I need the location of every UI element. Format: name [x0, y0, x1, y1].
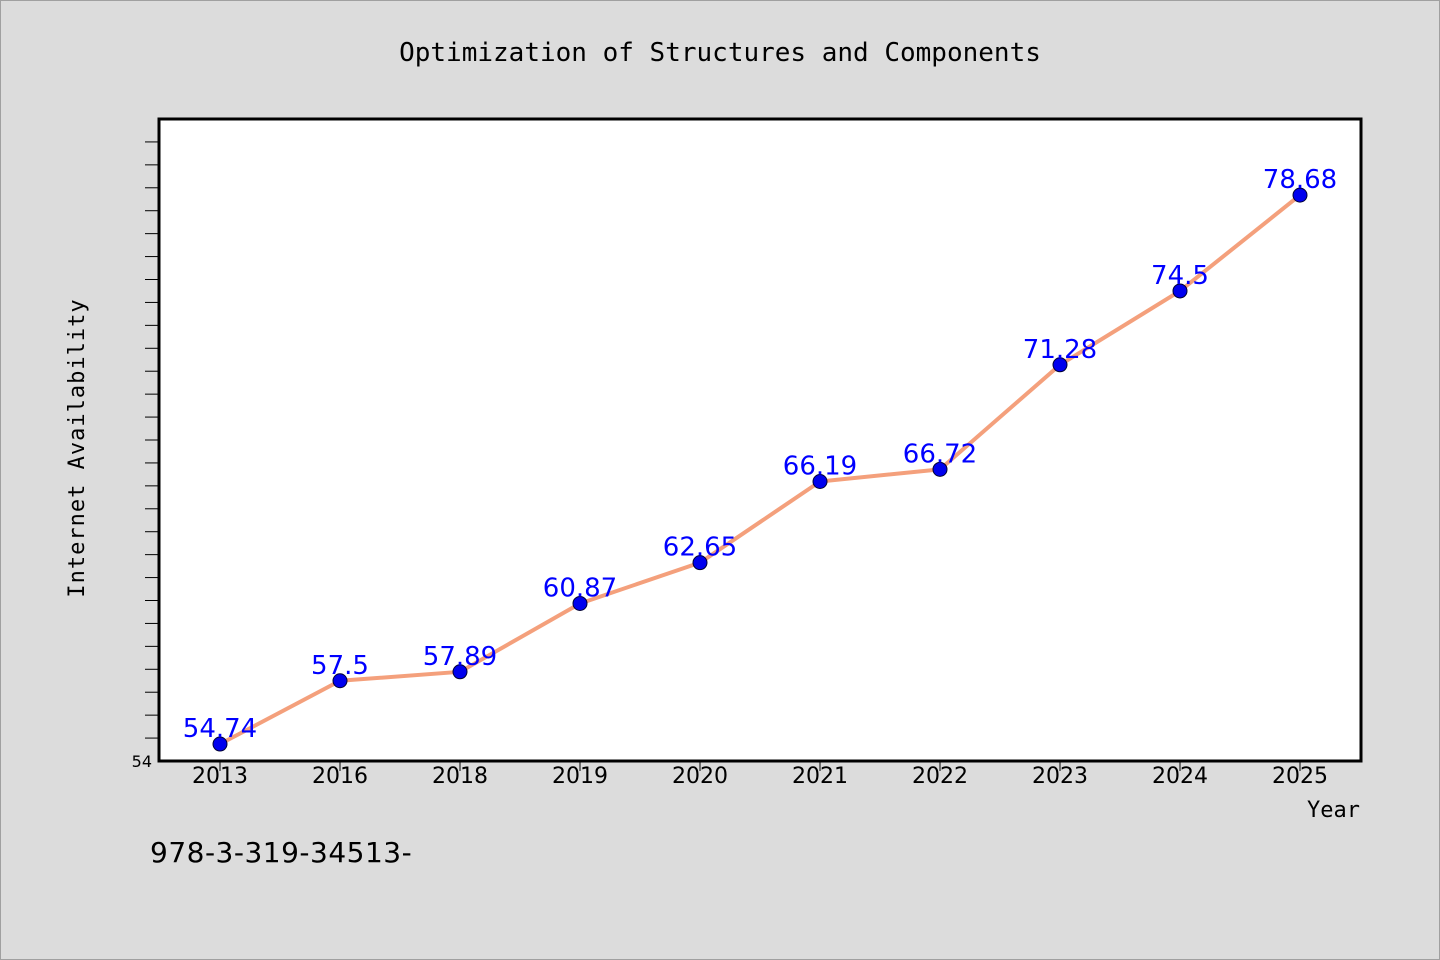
data-label: 74.5: [1151, 261, 1209, 291]
plot-area: [157, 117, 1363, 763]
data-point: [1052, 357, 1068, 373]
data-label: 66.19: [783, 452, 857, 482]
x-tick-label: 2013: [192, 764, 248, 789]
data-point: [452, 664, 468, 680]
data-point: [1172, 283, 1188, 299]
x-tick-label: 2023: [1032, 764, 1088, 789]
data-point: [692, 555, 708, 571]
data-label-layer: 54.74 57.5 57.89 60.87 62.65 66.19 66.72 71.28 7…: [183, 165, 1337, 744]
x-tick-label: 2021: [792, 764, 848, 789]
x-tick-label: 2018: [432, 764, 488, 789]
series-layer: [218, 193, 1302, 747]
data-label: 60.87: [543, 573, 617, 603]
data-label: 54.74: [183, 714, 257, 744]
data-label: 66.72: [903, 439, 977, 469]
data-label: 78.68: [1263, 165, 1337, 195]
x-tick-label: 2025: [1272, 764, 1328, 789]
chart-title: Optimization of Structures and Component…: [399, 38, 1041, 68]
y-axis-ticks: 54: [132, 141, 158, 771]
footer-code: 978-3-319-34513-: [150, 836, 413, 869]
x-axis-ticks: 2013 2016 2018 2019 2020 2021 2022 2023 2024 2025: [192, 762, 1328, 789]
x-tick-label: 2019: [552, 764, 608, 789]
y-axis-label: Internet Availability: [65, 298, 90, 597]
x-tick-label: 2020: [672, 764, 728, 789]
x-tick-label: 2022: [912, 764, 968, 789]
x-axis-label: Year: [1307, 798, 1360, 823]
y-tick-label: 54: [132, 752, 152, 771]
data-label: 62.65: [663, 533, 737, 563]
data-point: [212, 736, 228, 752]
marker-layer: [212, 187, 1308, 752]
data-point: [332, 673, 348, 689]
data-label: 57.5: [311, 651, 369, 681]
data-label: 71.28: [1023, 335, 1097, 365]
data-point: [1292, 187, 1308, 203]
x-tick-label: 2016: [312, 764, 368, 789]
data-point: [812, 474, 828, 490]
x-tick-label: 2024: [1152, 764, 1208, 789]
series-line: [218, 193, 1302, 747]
data-point: [932, 461, 948, 477]
data-label: 57.89: [423, 642, 497, 672]
data-point: [572, 595, 588, 611]
